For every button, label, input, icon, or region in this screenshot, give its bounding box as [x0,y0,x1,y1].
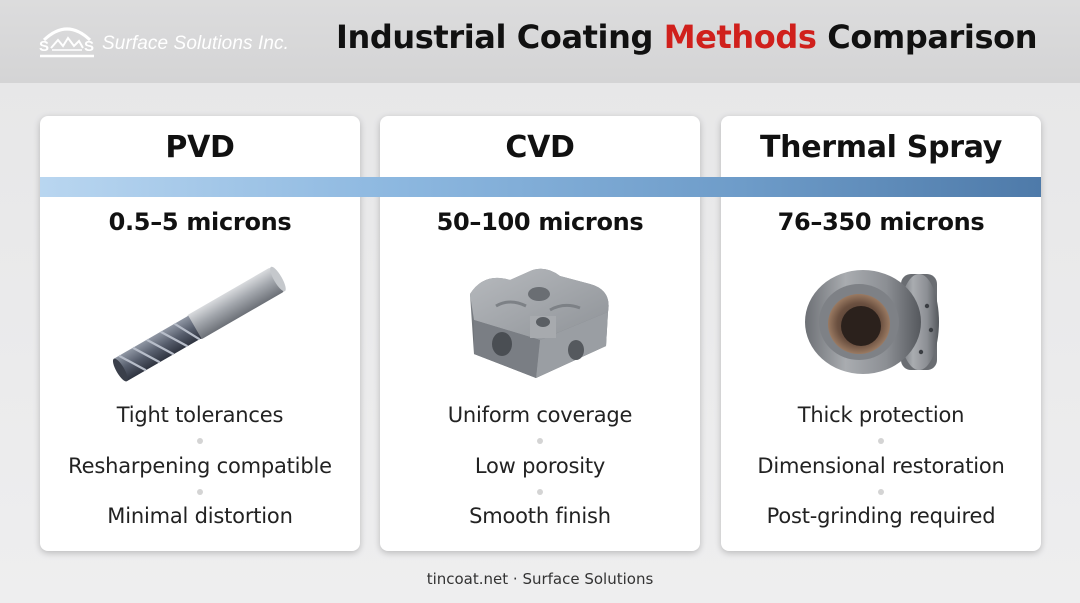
feature-item: Tight tolerances [116,403,284,427]
separator-dot [197,438,203,444]
gradient-band [40,177,1041,197]
separator-dot [537,489,543,495]
card-title: PVD [165,130,235,165]
card-thickness: 50–100 microns [436,208,644,236]
bearing-ring-icon [805,270,939,374]
valve-block-icon [470,268,609,378]
feature-item: Smooth finish [469,504,611,528]
separator-dot [197,489,203,495]
feature-item: Resharpening compatible [68,454,332,478]
logo-emblem-icon: S S [39,27,94,58]
separator-dot [878,438,884,444]
separator-dot [878,489,884,495]
title-part-1: Industrial Coating [336,18,664,56]
card-thickness: 0.5–5 microns [108,208,292,236]
feature-item: Thick protection [797,403,965,427]
feature-item: Minimal distortion [107,504,293,528]
feature-item: Low porosity [474,454,606,478]
feature-item: Post-grinding required [766,504,996,528]
svg-text:S: S [84,38,94,55]
card-thickness: 76–350 microns [777,208,985,236]
logo-text: Surface Solutions Inc. [102,33,290,54]
title-part-3: Comparison [816,18,1038,56]
card-pvd: PVD 0.5–5 microns Tight tolerances Resha… [40,116,360,551]
title-accent: Methods [663,18,817,56]
card-title: Thermal Spray [759,130,1003,165]
page-title: Industrial Coating Methods Comparison [336,18,1038,56]
card-title: CVD [505,130,575,165]
end-mill-icon [112,266,286,382]
header: S S Surface Solutions Inc. Industrial Co… [0,0,1080,83]
feature-item: Uniform coverage [447,403,633,427]
footer-credit[interactable]: tincoat.net · Surface Solutions [426,570,654,588]
company-logo[interactable]: S S Surface Solutions Inc. [36,20,316,64]
svg-text:S: S [39,38,49,55]
feature-item: Dimensional restoration [757,454,1005,478]
separator-dot [537,438,543,444]
